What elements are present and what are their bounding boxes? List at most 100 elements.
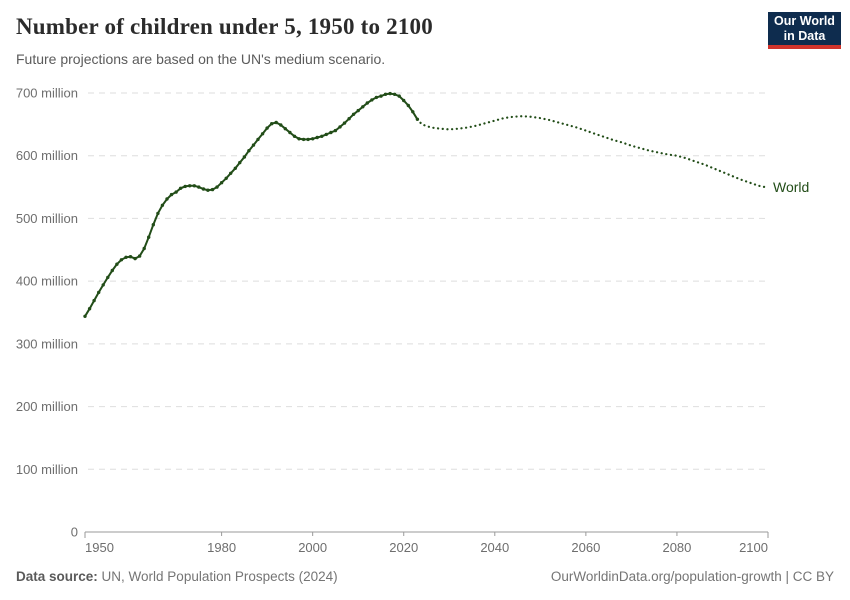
data-point-dot[interactable]: [238, 160, 242, 165]
data-point-dot[interactable]: [397, 94, 401, 98]
data-point-dot[interactable]: [165, 197, 169, 201]
data-point-dot[interactable]: [283, 127, 287, 131]
data-source-label: Data source:: [16, 569, 98, 584]
data-point-dot[interactable]: [201, 187, 206, 191]
y-tick-label: 0: [71, 525, 78, 540]
chart-subtitle: Future projections are based on the UN's…: [16, 51, 386, 67]
data-point-dot[interactable]: [110, 268, 115, 273]
owid-logo-line2: in Data: [783, 28, 826, 43]
data-point-dot[interactable]: [124, 255, 128, 259]
data-source-value: UN, World Population Prospects (2024): [101, 569, 338, 584]
data-point-dot[interactable]: [324, 132, 328, 137]
data-point-dot[interactable]: [97, 290, 101, 295]
data-point-dot[interactable]: [233, 166, 237, 170]
data-point-dot[interactable]: [119, 258, 124, 262]
y-tick-label: 500 million: [16, 211, 78, 226]
data-point-dot[interactable]: [311, 137, 315, 141]
data-point-dot[interactable]: [142, 246, 146, 251]
y-tick-label: 700 million: [16, 86, 78, 101]
data-point-dot[interactable]: [333, 128, 338, 133]
data-point-dot[interactable]: [219, 181, 224, 185]
y-tick-label: 400 million: [16, 274, 78, 289]
data-point-dot[interactable]: [361, 105, 365, 109]
owid-logo-line1: Our World: [774, 13, 835, 28]
x-tick-label: 1980: [207, 540, 236, 555]
data-point-dot[interactable]: [183, 184, 187, 189]
data-point-dot[interactable]: [270, 122, 274, 126]
data-point-dot[interactable]: [247, 149, 251, 153]
data-point-dot[interactable]: [137, 254, 142, 258]
x-tick-label: 2080: [662, 540, 691, 555]
data-point-dot[interactable]: [329, 130, 333, 135]
data-point-dot[interactable]: [292, 134, 297, 138]
world-series-label[interactable]: World: [773, 179, 809, 195]
data-point-dot[interactable]: [379, 94, 383, 98]
world-history-line[interactable]: [84, 92, 419, 317]
data-point-dot[interactable]: [301, 137, 306, 142]
x-tick-label: 2100: [739, 540, 768, 555]
data-point-dot[interactable]: [128, 255, 133, 259]
y-tick-label: 100 million: [16, 462, 78, 477]
data-point-dot[interactable]: [383, 92, 388, 97]
owid-logo[interactable]: Our World in Data: [768, 12, 841, 49]
data-point-dot[interactable]: [279, 123, 283, 127]
data-point-dot[interactable]: [338, 125, 342, 129]
data-point-dot[interactable]: [242, 155, 247, 159]
data-point-dot[interactable]: [106, 275, 110, 280]
data-point-dot[interactable]: [342, 121, 347, 125]
y-tick-label: 300 million: [16, 336, 78, 351]
data-point-dot[interactable]: [115, 262, 119, 266]
data-point-dot[interactable]: [274, 120, 278, 125]
data-point-dot[interactable]: [374, 95, 379, 100]
x-tick-label: 2000: [298, 540, 327, 555]
owid-url-link[interactable]: OurWorldinData.org/population-growth | C…: [550, 569, 834, 584]
data-point-dot[interactable]: [83, 314, 87, 318]
data-point-dot[interactable]: [370, 98, 374, 102]
data-point-dot[interactable]: [388, 91, 392, 96]
data-point-dot[interactable]: [92, 298, 96, 303]
x-tick-label: 2060: [571, 540, 600, 555]
data-point-dot[interactable]: [356, 108, 360, 113]
data-point-dot[interactable]: [320, 134, 324, 138]
data-point-dot[interactable]: [297, 137, 301, 141]
data-point-dot[interactable]: [306, 137, 310, 142]
data-point-dot[interactable]: [210, 187, 215, 192]
data-point-dot[interactable]: [406, 103, 410, 108]
data-point-dot[interactable]: [402, 98, 406, 103]
data-point-dot[interactable]: [133, 256, 137, 261]
data-point-dot[interactable]: [315, 135, 319, 140]
data-point-dot[interactable]: [347, 117, 351, 121]
data-point-dot[interactable]: [192, 184, 196, 188]
data-point-dot[interactable]: [160, 203, 165, 207]
data-point-dot[interactable]: [169, 192, 174, 197]
data-point-dot[interactable]: [265, 126, 269, 130]
data-point-dot[interactable]: [215, 185, 219, 189]
data-source: Data source: UN, World Population Prospe…: [16, 569, 338, 584]
data-point-dot[interactable]: [174, 190, 178, 194]
data-point-dot[interactable]: [411, 110, 415, 114]
data-point-dot[interactable]: [197, 185, 201, 189]
y-tick-label: 200 million: [16, 399, 78, 414]
data-point-dot[interactable]: [151, 223, 155, 227]
world-projection-line[interactable]: [416, 115, 770, 189]
x-tick-label: 2020: [389, 540, 418, 555]
data-point-dot[interactable]: [392, 92, 397, 97]
data-point-dot[interactable]: [156, 211, 160, 216]
data-point-dot[interactable]: [206, 188, 210, 192]
data-point-dot[interactable]: [178, 186, 183, 190]
data-point-dot[interactable]: [147, 235, 151, 239]
data-point-dot[interactable]: [188, 184, 192, 188]
data-point-dot[interactable]: [351, 112, 356, 117]
data-point-dot[interactable]: [260, 132, 265, 136]
x-tick-label: 2040: [480, 540, 509, 555]
data-point-dot[interactable]: [87, 307, 92, 311]
data-point-dot[interactable]: [365, 101, 369, 105]
data-point-dot[interactable]: [251, 143, 256, 147]
data-point-dot[interactable]: [224, 176, 228, 180]
data-point-dot[interactable]: [256, 137, 260, 142]
data-point-dot[interactable]: [229, 171, 233, 175]
data-point-dot[interactable]: [288, 130, 292, 135]
data-point-dot[interactable]: [101, 283, 105, 287]
